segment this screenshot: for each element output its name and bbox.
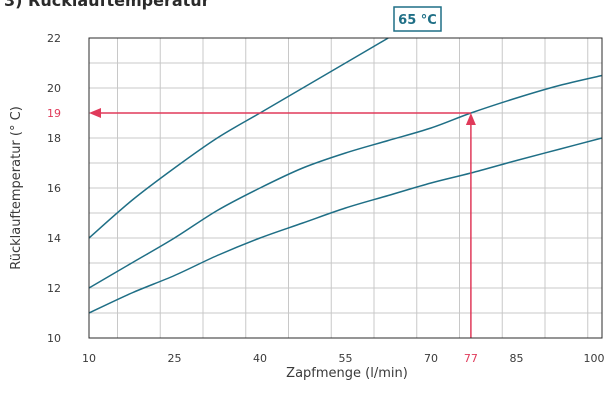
x-tick-label: 55 bbox=[339, 352, 353, 365]
temperature-badge-box bbox=[393, 6, 442, 32]
y-tick-label: 14 bbox=[47, 232, 61, 245]
highlight-arrow-up bbox=[465, 113, 476, 125]
series-line-1 bbox=[88, 37, 389, 239]
y-tick-label: 12 bbox=[47, 282, 61, 295]
y-axis-label: Rücklauftemperatur (° C) bbox=[9, 106, 24, 270]
x-tick-label: 40 bbox=[253, 352, 267, 365]
x-tick-label: 85 bbox=[510, 352, 524, 365]
x-tick-label: 10 bbox=[82, 352, 96, 365]
highlight-group bbox=[89, 108, 476, 338]
x-tick-label: 25 bbox=[168, 352, 182, 365]
x-tick-label: 77 bbox=[464, 352, 478, 365]
y-tick-label: 10 bbox=[47, 332, 61, 345]
series-group bbox=[88, 37, 603, 314]
x-tick-label: 100 bbox=[584, 352, 605, 365]
series-line-3 bbox=[88, 137, 603, 314]
grid bbox=[89, 38, 602, 338]
y-tick-label: 16 bbox=[47, 182, 61, 195]
plot-frame bbox=[88, 37, 603, 339]
temperature-badge: 65 °C bbox=[398, 13, 437, 28]
x-axis-label: Zapfmenge (l/min) bbox=[286, 366, 408, 381]
highlight-arrow-left bbox=[89, 108, 101, 118]
x-tick-label: 70 bbox=[424, 352, 438, 365]
x-ticks: 10 25 40 55 70 77 85 100 bbox=[82, 352, 605, 365]
y-tick-label: 22 bbox=[47, 32, 61, 45]
series-line-2 bbox=[88, 74, 603, 289]
y-tick-label: 20 bbox=[47, 82, 61, 95]
y-tick-label: 19 bbox=[47, 107, 61, 120]
y-tick-label: 18 bbox=[47, 132, 61, 145]
chart-title: 3) Rücklauftemperatur bbox=[4, 0, 210, 10]
y-ticks: 10 12 14 16 18 19 20 22 bbox=[47, 32, 61, 345]
